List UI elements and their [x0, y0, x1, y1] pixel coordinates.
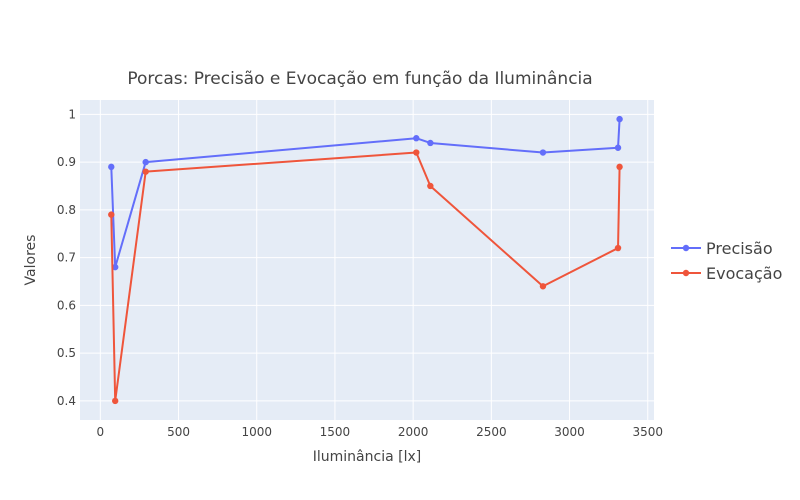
plot-background: [80, 100, 654, 420]
y-tick-label: 0.5: [57, 346, 76, 360]
series-line: [110, 119, 621, 269]
data-point[interactable]: [108, 211, 115, 218]
y-ticks: 0.4 0.5 0.6 0.7 0.8 0.9 1: [57, 107, 76, 408]
data-point[interactable]: [142, 158, 149, 166]
data-point[interactable]: [614, 244, 622, 252]
y-tick-label: 0.8: [57, 203, 76, 217]
series-layer: [108, 115, 623, 405]
legend[interactable]: Precisão Evocação: [671, 239, 782, 283]
data-point[interactable]: [142, 168, 149, 175]
series-0: [108, 115, 623, 271]
x-axis-title: Iluminância [lx]: [313, 449, 421, 465]
grid: [80, 100, 654, 420]
data-point[interactable]: [539, 283, 547, 290]
data-point[interactable]: [427, 182, 434, 190]
data-point[interactable]: [111, 397, 119, 405]
data-point[interactable]: [108, 163, 115, 171]
data-point[interactable]: [413, 135, 420, 142]
data-point[interactable]: [614, 144, 622, 151]
data-point[interactable]: [111, 263, 119, 271]
x-tick-label: 500: [167, 425, 190, 439]
data-point[interactable]: [616, 115, 623, 123]
y-tick-label: 0.7: [57, 251, 76, 265]
legend-marker: [682, 244, 690, 252]
data-point[interactable]: [427, 139, 434, 147]
x-tick-label: 2500: [476, 425, 507, 439]
y-tick-label: 0.4: [57, 394, 76, 408]
y-tick-label: 1: [68, 107, 76, 121]
x-tick-label: 0: [97, 425, 105, 439]
y-tick-label: 0.6: [57, 298, 76, 312]
data-point[interactable]: [616, 163, 623, 171]
legend-label: Evocação: [706, 264, 782, 283]
legend-label: Precisão: [706, 239, 773, 258]
x-tick-label: 1000: [241, 425, 272, 439]
x-tick-label: 1500: [320, 425, 351, 439]
legend-item[interactable]: Precisão: [671, 239, 773, 258]
y-axis-title: Valores: [23, 235, 39, 286]
y-tick-label: 0.9: [57, 155, 76, 169]
chart-title: Porcas: Precisão e Evocação em função da…: [127, 69, 592, 89]
series-line: [110, 151, 621, 402]
series-1: [108, 149, 623, 405]
x-tick-label: 3000: [554, 425, 585, 439]
legend-item[interactable]: Evocação: [671, 264, 782, 283]
data-point[interactable]: [539, 149, 547, 156]
x-tick-label: 2000: [398, 425, 429, 439]
x-ticks: 0 500 1000 1500 2000 2500 3000 3500: [97, 425, 664, 439]
legend-marker: [682, 269, 690, 277]
data-point[interactable]: [413, 149, 420, 156]
x-tick-label: 3500: [632, 425, 663, 439]
